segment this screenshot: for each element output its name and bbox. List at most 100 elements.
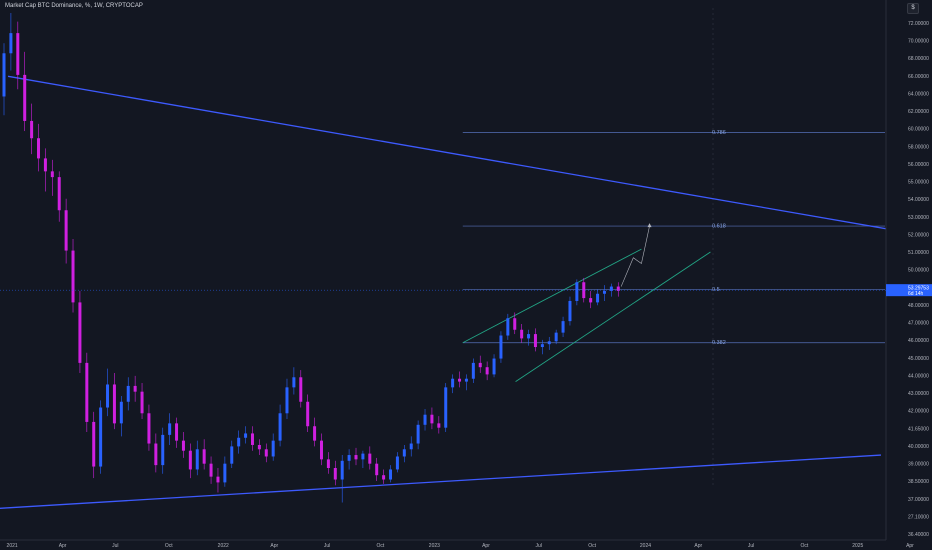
candle-body	[568, 300, 572, 322]
candle-body	[147, 413, 151, 444]
candle-body	[9, 33, 13, 54]
candle-body	[527, 334, 531, 339]
candle-body	[540, 344, 544, 348]
candle-body	[430, 414, 434, 424]
candle-body	[43, 158, 47, 172]
time-tick-label: Jul	[748, 543, 754, 549]
candle-body	[451, 378, 455, 388]
candle-body	[181, 440, 185, 451]
price-tick-label: 41.65000	[908, 426, 929, 432]
candle-body	[50, 171, 54, 178]
candle-body	[264, 449, 268, 457]
fib-level-label: 0.5	[712, 287, 720, 293]
price-tick-label: 68.00000	[908, 56, 929, 62]
candle-body	[506, 318, 510, 336]
price-tick-label: 53.00000	[908, 215, 929, 221]
fib-retracement[interactable]: 0.786 0.618 0.5 0.382	[462, 8, 885, 486]
current-price-value: 53.29753	[908, 286, 929, 292]
price-tick-label: 62.00000	[908, 109, 929, 115]
candle-body	[188, 450, 192, 470]
projection-arrow	[647, 223, 652, 228]
price-tick-label: 51.00000	[908, 250, 929, 256]
currency-scale-button[interactable]: $	[907, 3, 919, 14]
candle-body	[361, 453, 365, 460]
current-price-box	[886, 284, 932, 297]
candle-body	[582, 282, 586, 299]
price-tick-label: 56.00000	[908, 162, 929, 168]
candle-body	[99, 407, 103, 467]
candle-body	[326, 459, 330, 468]
candle-body	[354, 455, 358, 460]
time-tick-label: 2024	[640, 543, 651, 549]
price-tick-label: 66.00000	[908, 74, 929, 80]
price-tick-label: 38.50000	[908, 479, 929, 485]
candle-body	[257, 444, 261, 450]
time-axis[interactable]: 2021 Apr Jul Oct 2022 Apr Jul Oct 2023 Apr Jul Oct 2…	[0, 539, 932, 549]
price-tick-label: 64.00000	[908, 91, 929, 97]
candle-body	[458, 378, 462, 382]
time-tick-label: Apr	[59, 543, 67, 549]
candle-body	[64, 210, 68, 251]
candle-body	[154, 443, 158, 466]
time-tick-label: 2023	[429, 543, 440, 549]
price-axis[interactable]: 72.00000 70.00000 68.00000 66.00000 64.00000…	[885, 0, 932, 550]
candle-body	[133, 385, 137, 392]
candle-body	[37, 138, 41, 159]
candle-body	[216, 476, 220, 483]
candle-body	[520, 329, 524, 339]
candle-body	[347, 455, 351, 461]
price-tick-label: 70.00000	[908, 39, 929, 45]
fib-level-label: 0.786	[712, 130, 726, 136]
channel-upper-line	[462, 248, 642, 344]
price-tick-label: 50.00000	[908, 268, 929, 274]
price-tick-label: 48.00000	[908, 303, 929, 309]
time-tick-label: Apr	[694, 543, 702, 549]
candle-body	[596, 293, 600, 303]
candle-body	[575, 282, 579, 301]
candle-body	[382, 475, 386, 480]
candle-body	[2, 53, 6, 97]
candle-body	[416, 424, 420, 444]
candle-body	[609, 286, 613, 291]
price-tick-label: 42.00000	[908, 409, 929, 415]
fib-level-label: 0.618	[712, 224, 726, 230]
candle-body	[175, 423, 179, 441]
candle-body	[464, 378, 468, 382]
candle-body	[589, 298, 593, 303]
price-tick-label: 44.00000	[908, 373, 929, 379]
candle-body	[85, 362, 89, 422]
candle-body	[202, 449, 206, 464]
price-tick-label: 36.40000	[908, 532, 929, 538]
price-tick-label: 46.00000	[908, 338, 929, 344]
time-tick-label: Oct	[801, 543, 809, 549]
candle-body	[306, 401, 310, 427]
fib-level-label: 0.382	[712, 340, 726, 346]
lower-trendline	[0, 454, 881, 509]
candle-body	[92, 421, 96, 467]
price-tick-label: 45.00000	[908, 356, 929, 362]
price-tick-label: 39.00000	[908, 462, 929, 468]
price-tick-label: 55.00000	[908, 180, 929, 186]
time-tick-label: Jul	[324, 543, 330, 549]
candle-body	[140, 391, 144, 414]
candle-body	[616, 286, 620, 291]
candle-body	[106, 384, 110, 408]
candle-body	[319, 440, 323, 460]
candle-body	[244, 433, 248, 438]
candle-body	[471, 362, 475, 379]
candle-body	[299, 377, 303, 402]
candle-body	[78, 302, 82, 363]
candle-body	[30, 120, 34, 139]
candle-body	[478, 362, 482, 368]
price-tick-label: 60.00000	[908, 127, 929, 133]
time-tick-label: 2021	[7, 543, 18, 549]
time-tick-label: Apr	[906, 543, 914, 549]
candle-body	[485, 367, 489, 375]
candle-body	[250, 433, 254, 445]
drawings[interactable]	[0, 75, 932, 509]
time-tick-label: Oct	[377, 543, 385, 549]
candle-body	[602, 290, 606, 294]
candle-body	[492, 358, 496, 375]
